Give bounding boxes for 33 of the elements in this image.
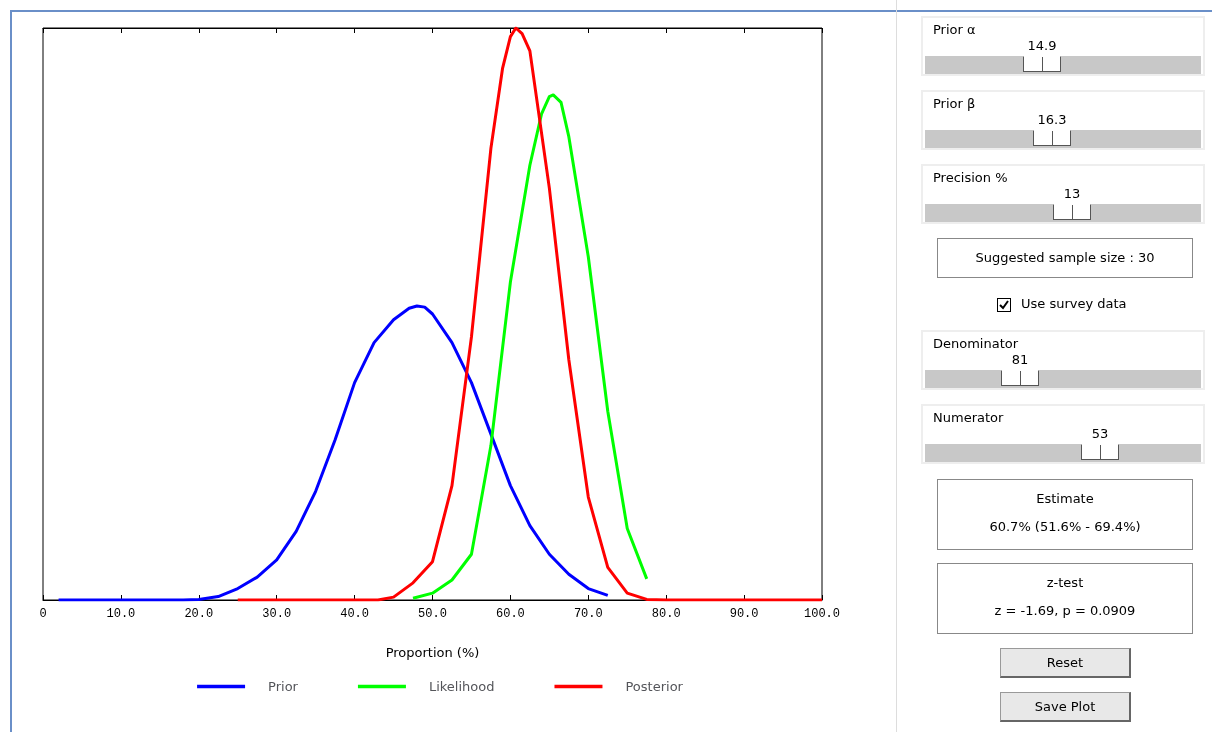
x-tick-label: 50.0	[418, 607, 447, 621]
x-tick-label: 30.0	[262, 607, 292, 621]
text: Use survey data	[1021, 296, 1127, 311]
button: Save Plot	[1000, 692, 1131, 722]
text: Numerator	[933, 410, 1004, 425]
text: 53	[1091, 426, 1109, 441]
legend-label: Posterior	[625, 679, 684, 694]
x-tick-label: 60.0	[495, 607, 525, 621]
button: Reset	[1000, 648, 1131, 678]
text: 60.7% (51.6% - 69.4%)	[988, 519, 1142, 534]
text: z-test	[1045, 575, 1085, 590]
x-tick-label: 100.0	[803, 607, 841, 621]
text: 16.3	[1037, 112, 1067, 127]
x-tick-label: 0	[39, 607, 47, 621]
text: Estimate	[1035, 491, 1095, 506]
text: 13	[1063, 186, 1081, 201]
x-tick-label: 70.0	[573, 607, 603, 621]
x-tick-label: 80.0	[651, 607, 681, 621]
text: Prior β	[933, 96, 976, 111]
legend-label: Prior	[268, 679, 299, 694]
x-tick-label: 20.0	[184, 607, 214, 621]
x-axis-title: Proportion (%)	[385, 645, 480, 660]
text: Suggested sample size : 30	[937, 238, 1193, 278]
x-tick-label: 90.0	[729, 607, 759, 621]
text: 81	[1011, 352, 1029, 367]
legend-label: Likelihood	[428, 679, 495, 694]
x-tick-label: 40.0	[340, 607, 370, 621]
text: z = -1.69, p = 0.0909	[993, 603, 1137, 618]
text: 14.9	[1027, 38, 1057, 53]
x-tick-label: 10.0	[106, 607, 136, 621]
text: Denominator	[933, 336, 1019, 351]
text: Prior α	[933, 22, 976, 37]
text: Precision %	[933, 170, 1008, 185]
